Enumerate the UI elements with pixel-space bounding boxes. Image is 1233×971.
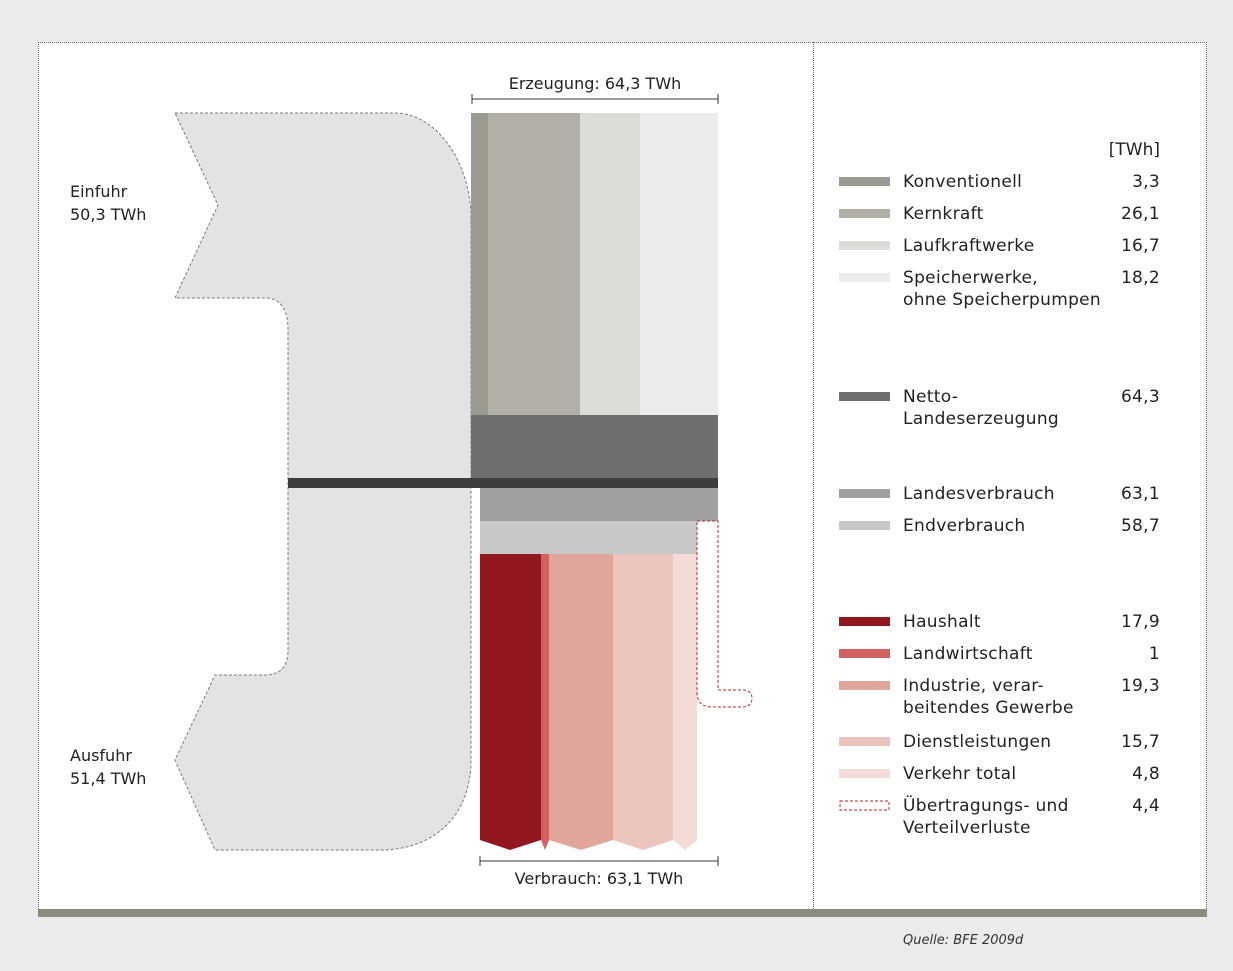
bar-konventionell xyxy=(471,113,488,415)
legend-name-industrie: Industrie, verar- beitendes Gewerbe xyxy=(903,676,1074,718)
bar-laufkraftwerke xyxy=(580,113,640,415)
legend-value-verluste: 4,4 xyxy=(1132,796,1160,816)
bar-endverbrauch xyxy=(480,521,697,554)
bar-kernkraft xyxy=(488,113,580,415)
legend-swatch-dienstleistungen xyxy=(839,737,890,746)
legend-value-landwirtschaft: 1 xyxy=(1148,644,1160,664)
source-note: Quelle: BFE 2009d xyxy=(903,933,1024,948)
legend-name-verluste: Übertragungs- und Verteilverluste xyxy=(903,796,1069,838)
legend-swatch-endverbrauch xyxy=(839,521,890,530)
legend-swatch-industrie xyxy=(839,681,890,690)
legend-value-netto: 64,3 xyxy=(1120,387,1160,407)
bar-dienstleistungen xyxy=(613,554,673,850)
legend-value-haushalt: 17,9 xyxy=(1120,612,1160,632)
legend-value-endverbrauch: 58,7 xyxy=(1120,516,1160,536)
legend-value-laufkraftwerke: 16,7 xyxy=(1120,236,1160,256)
legend-name-kernkraft: Kernkraft xyxy=(903,204,984,224)
bar-industrie xyxy=(549,554,613,850)
legend-swatch-konventionell xyxy=(839,177,890,186)
legend-name-netto: Netto- Landeserzeugung xyxy=(903,387,1060,429)
production-label: Erzeugung: 64,3 TWh xyxy=(508,74,682,93)
legend-swatch-landesverbrauch xyxy=(839,489,890,498)
legend-swatch-laufkraftwerke xyxy=(839,241,890,250)
bar-verkehr xyxy=(673,554,697,850)
consumption-label: Verbrauch: 63,1 TWh xyxy=(514,869,684,888)
legend-unit: [TWh] xyxy=(1108,140,1160,160)
legend-value-speicherwerke: 18,2 xyxy=(1120,268,1160,288)
import-value: 50,3 TWh xyxy=(70,205,147,224)
legend-swatch-verkehr xyxy=(839,769,890,778)
legend-name-verkehr: Verkehr total xyxy=(903,764,1017,784)
legend-swatch-haushalt xyxy=(839,617,890,626)
legend-swatch-speicherwerke xyxy=(839,273,890,282)
panel-divider xyxy=(813,42,814,909)
production-bracket xyxy=(471,94,719,104)
export-label: Ausfuhr xyxy=(70,746,132,765)
consumption-bracket xyxy=(479,856,719,866)
bar-speicherwerke xyxy=(640,113,718,415)
legend-name-dienstleistungen: Dienstleistungen xyxy=(903,732,1052,752)
bottom-bar xyxy=(38,909,1207,917)
legend-name-endverbrauch: Endverbrauch xyxy=(903,516,1026,536)
legend-swatch-landwirtschaft xyxy=(839,649,890,658)
losses-flow xyxy=(696,520,753,708)
legend-name-haushalt: Haushalt xyxy=(903,612,981,632)
legend-value-industrie: 19,3 xyxy=(1120,676,1160,696)
legend-name-landesverbrauch: Landesverbrauch xyxy=(903,484,1055,504)
bar-netto-landeserzeugung xyxy=(471,415,718,478)
legend-value-konventionell: 3,3 xyxy=(1132,172,1160,192)
bar-landwirtschaft xyxy=(541,554,549,850)
import-label: Einfuhr xyxy=(70,182,128,201)
legend-value-verkehr: 4,8 xyxy=(1132,764,1160,784)
legend-name-laufkraftwerke: Laufkraftwerke xyxy=(903,236,1035,256)
export-value: 51,4 TWh xyxy=(70,769,147,788)
bar-landesverbrauch xyxy=(480,488,718,521)
border-line xyxy=(288,478,718,488)
legend-name-landwirtschaft: Landwirtschaft xyxy=(903,644,1033,664)
legend-swatch-kernkraft xyxy=(839,209,890,218)
bar-haushalt xyxy=(480,554,541,850)
legend-value-landesverbrauch: 63,1 xyxy=(1120,484,1160,504)
legend-name-konventionell: Konventionell xyxy=(903,172,1023,192)
legend-name-speicherwerke: Speicherwerke, ohne Speicherpumpen xyxy=(903,268,1101,310)
legend-swatch-verluste xyxy=(839,800,890,811)
legend-value-dienstleistungen: 15,7 xyxy=(1120,732,1160,752)
legend-swatch-netto xyxy=(839,392,890,401)
legend-value-kernkraft: 26,1 xyxy=(1120,204,1160,224)
